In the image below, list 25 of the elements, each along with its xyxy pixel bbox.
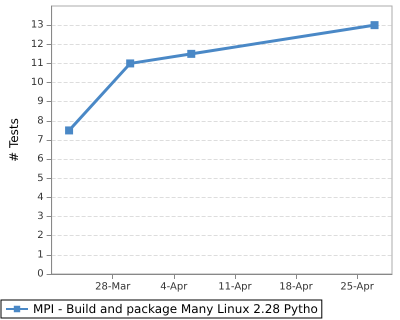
y-axis-title: # Tests: [7, 118, 21, 162]
y-tick-label: 0: [37, 268, 44, 280]
point: [187, 50, 196, 58]
y-tick-label: 8: [37, 115, 44, 126]
x-tick-label: 25-Apr: [340, 282, 375, 292]
y-tick-label: 13: [30, 20, 44, 31]
y-tick-label: 1: [37, 249, 44, 260]
x-tick-label: 4-Apr: [160, 282, 188, 292]
x-tick-label: 18-Apr: [279, 282, 314, 292]
y-tick-label: 2: [37, 230, 44, 242]
point: [65, 126, 74, 134]
y-tick-label: 6: [37, 154, 44, 165]
point: [126, 59, 134, 68]
y-tick-label: 9: [37, 96, 44, 108]
legend-label: MPI - Build and package Many Linux 2.28 Pytho: [33, 302, 318, 316]
y-tick-label: 11: [30, 58, 44, 69]
x-tick-label: 28-Mar: [95, 282, 132, 292]
point: [370, 21, 379, 30]
y-tick-label: 7: [37, 134, 44, 146]
y-tick-label: 5: [37, 172, 44, 184]
y-tick-label: 10: [30, 77, 44, 88]
y-tick-label: 3: [37, 211, 44, 222]
x-tick-label: 11-Apr: [218, 282, 252, 292]
y-tick-label: 12: [30, 38, 44, 50]
y-tick-label: 4: [37, 192, 44, 203]
